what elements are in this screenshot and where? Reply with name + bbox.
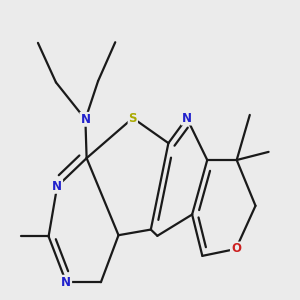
Text: S: S bbox=[129, 112, 137, 124]
Text: N: N bbox=[61, 276, 71, 289]
Text: N: N bbox=[52, 180, 62, 193]
Text: N: N bbox=[182, 112, 192, 124]
Text: N: N bbox=[80, 113, 90, 126]
Text: O: O bbox=[231, 242, 241, 256]
